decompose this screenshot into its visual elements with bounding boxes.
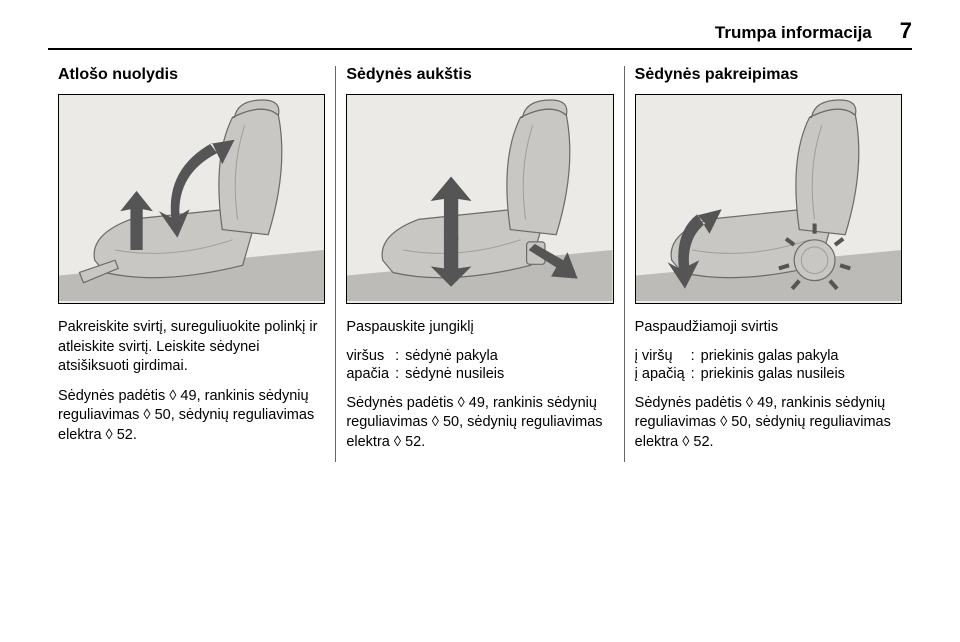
col2-def2-def: sėdynė nusileis xyxy=(405,366,614,382)
col1-refs: Sėdynės padėtis ◊ 49, rankinis sėdynių r… xyxy=(58,387,325,446)
page: Trumpa informacija 7 Atlošo nuolydis xyxy=(0,0,960,642)
col1-heading: Atlošo nuolydis xyxy=(58,66,325,84)
col3-def2-term: į apačią xyxy=(635,366,685,382)
col3-refs: Sėdynės padėtis ◊ 49, rankinis sėdynių r… xyxy=(635,394,902,453)
col3-definitions: į viršų : priekinis galas pakyla į apači… xyxy=(635,348,902,382)
page-header: Trumpa informacija 7 xyxy=(48,18,912,50)
col3-def1-def: priekinis galas pakyla xyxy=(701,348,902,364)
col1-figure xyxy=(58,94,325,304)
seat-height-icon xyxy=(347,95,612,303)
seat-tilt-icon xyxy=(636,95,901,303)
col2-def1-term: viršus xyxy=(346,348,389,364)
seat-backrest-icon xyxy=(59,95,324,303)
col1-body: Pakreiskite svirtį, sureguliuokite polin… xyxy=(58,318,325,445)
column-3: Sėdynės pakreipimas xyxy=(624,66,912,462)
col2-def2-term: apačia xyxy=(346,366,389,382)
column-2: Sėdynės aukštis xyxy=(335,66,623,462)
colon: : xyxy=(395,348,399,364)
colon: : xyxy=(395,366,399,382)
page-number: 7 xyxy=(900,18,912,44)
col2-definitions: viršus : sėdynė pakyla apačia : sėdynė n… xyxy=(346,348,613,382)
col3-def2-def: priekinis galas nusileis xyxy=(701,366,902,382)
col3-figure xyxy=(635,94,902,304)
col2-refs: Sėdynės padėtis ◊ 49, rankinis sėdynių r… xyxy=(346,394,613,453)
colon: : xyxy=(691,348,695,364)
col2-figure xyxy=(346,94,613,304)
col2-heading: Sėdynės aukštis xyxy=(346,66,613,84)
columns: Atlošo nuolydis xyxy=(48,66,912,462)
col1-caption: Pakreiskite svirtį, sureguliuokite polin… xyxy=(58,318,325,377)
chapter-title: Trumpa informacija xyxy=(715,23,872,43)
col2-body: Paspauskite jungiklį viršus : sėdynė pak… xyxy=(346,318,613,452)
column-1: Atlošo nuolydis xyxy=(48,66,335,462)
col3-heading: Sėdynės pakreipimas xyxy=(635,66,902,84)
col3-def1-term: į viršų xyxy=(635,348,685,364)
col3-body: Paspaudžiamoji svirtis į viršų : priekin… xyxy=(635,318,902,452)
col2-def1-def: sėdynė pakyla xyxy=(405,348,614,364)
colon: : xyxy=(691,366,695,382)
col2-caption: Paspauskite jungiklį xyxy=(346,318,613,338)
col3-caption: Paspaudžiamoji svirtis xyxy=(635,318,902,338)
